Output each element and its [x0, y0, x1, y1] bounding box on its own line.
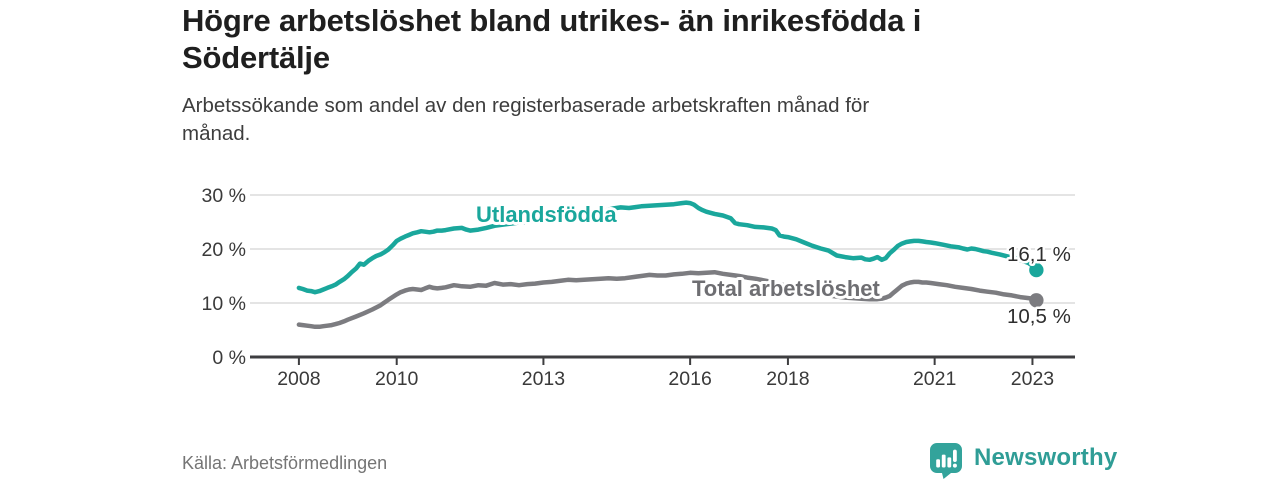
series-line-total-arbetsloshet [296, 269, 1039, 330]
x-axis-tick-label-2018: 2018 [766, 368, 809, 390]
series-label-total-arbetsloshet: Total arbetslöshet [692, 276, 881, 301]
y-axis-tick-label-30: 30 % [202, 185, 246, 207]
page-title-line-1: Högre arbetslöshet bland utrikes- än inr… [182, 3, 922, 38]
source-note: Källa: Arbetsförmedlingen [182, 453, 388, 473]
chart-subtitle: Arbetssökande som andel av den registerb… [182, 92, 1042, 148]
x-axis-tick-label-2023: 2023 [1011, 368, 1054, 390]
x-axis-tick-label-2021: 2021 [913, 368, 956, 390]
logo-bar-1 [936, 459, 940, 468]
chart-subtitle-line-1: Arbetssökande som andel av den registerb… [182, 94, 870, 117]
series-end-dot-utlandsfodda [1029, 262, 1044, 278]
series-line-utlandsfodda [296, 200, 1039, 295]
logo-exclamation-dot [952, 463, 957, 468]
series-end-value-label-total-arbetsloshet: 10,5 % [1007, 305, 1071, 328]
series-label-utlandsfodda: Utlandsfödda [476, 202, 617, 227]
newsworthy-wordmark: Newsworthy [974, 444, 1118, 471]
chart-subtitle-line-2: månad. [182, 122, 251, 145]
page-title: Högre arbetslöshet bland utrikes- än inr… [182, 2, 1082, 76]
x-axis-tick-label-2010: 2010 [375, 368, 419, 390]
y-axis-tick-label-10: 10 % [202, 293, 246, 315]
y-axis-tick-label-20: 20 % [202, 239, 246, 261]
y-axis-tick-label-0: 0 % [212, 347, 246, 369]
page-title-line-2: Södertälje [182, 40, 330, 75]
logo-bar-2 [941, 454, 946, 468]
logo-exclamation-bar [953, 449, 957, 462]
x-axis-tick-label-2016: 2016 [668, 368, 711, 390]
series-end-value-label-utlandsfodda: 16,1 % [1007, 243, 1071, 266]
newsworthy-logo: Newsworthy [927, 441, 1117, 479]
logo-bar-3 [947, 457, 952, 468]
logo-bubble-shape [930, 443, 962, 479]
x-axis-tick-label-2013: 2013 [522, 368, 565, 390]
x-axis-tick-label-2008: 2008 [277, 368, 320, 390]
series-end-dot-total-arbetsloshet [1029, 293, 1044, 308]
newsworthy-bar-chart-bubble-icon [930, 443, 962, 479]
